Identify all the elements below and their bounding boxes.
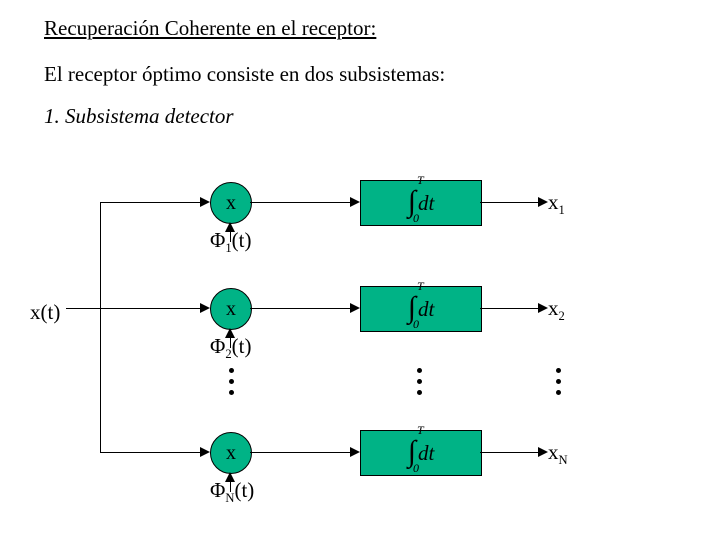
vdots-out bbox=[555, 368, 561, 395]
multiplier-1: x bbox=[210, 182, 252, 224]
line bbox=[100, 308, 200, 309]
mult-label: x bbox=[226, 192, 236, 215]
arrow-right bbox=[538, 303, 548, 313]
limit-T-1: T bbox=[417, 173, 424, 188]
line bbox=[100, 202, 101, 452]
line bbox=[250, 308, 350, 309]
sub-2: 2 bbox=[559, 309, 565, 323]
limit-T-n: T bbox=[417, 423, 424, 438]
input-label: x(t) bbox=[30, 300, 60, 325]
arrow-up bbox=[225, 222, 235, 232]
limit-0-2: 0 bbox=[413, 317, 419, 332]
int-dt-2: dt bbox=[418, 297, 434, 322]
phi2-sym: Φ bbox=[210, 334, 225, 358]
x-2: x bbox=[548, 296, 559, 320]
arrow-right bbox=[350, 197, 360, 207]
vdots-int bbox=[416, 368, 422, 395]
limit-0-n: 0 bbox=[413, 461, 419, 476]
integrator-2: T ∫ dt 0 bbox=[360, 286, 482, 332]
phin-sym: Φ bbox=[210, 478, 225, 502]
line bbox=[480, 452, 538, 453]
mult-label2: x bbox=[226, 298, 236, 321]
arrow-up bbox=[225, 328, 235, 338]
vdots-mult bbox=[228, 368, 234, 395]
output-1: x1 bbox=[548, 190, 565, 218]
arrow-right bbox=[350, 447, 360, 457]
multiplier-n: x bbox=[210, 432, 252, 474]
line bbox=[480, 202, 538, 203]
int-dt-n: dt bbox=[418, 441, 434, 466]
line bbox=[250, 452, 350, 453]
arrow-right bbox=[538, 447, 548, 457]
phi-n: ΦN(t) bbox=[210, 478, 254, 506]
line bbox=[66, 308, 100, 309]
intro-para: El receptor óptimo consiste en dos subsi… bbox=[44, 62, 445, 87]
arrow-right bbox=[538, 197, 548, 207]
int-dt-1: dt bbox=[418, 191, 434, 216]
arrow-right bbox=[200, 447, 210, 457]
phin-arg: (t) bbox=[234, 478, 254, 502]
title: Recuperación Coherente en el receptor: bbox=[44, 16, 376, 41]
sub-1: 1 bbox=[559, 203, 565, 217]
output-n: xN bbox=[548, 440, 568, 468]
limit-T-2: T bbox=[417, 279, 424, 294]
limit-0-1: 0 bbox=[413, 211, 419, 226]
arrow-up bbox=[225, 472, 235, 482]
output-2: x2 bbox=[548, 296, 565, 324]
sub-n: N bbox=[559, 453, 568, 467]
phi1-sym: Φ bbox=[210, 228, 225, 252]
line bbox=[250, 202, 350, 203]
arrow-right bbox=[200, 197, 210, 207]
arrow-right bbox=[350, 303, 360, 313]
line bbox=[480, 308, 538, 309]
x-1: x bbox=[548, 190, 559, 214]
integrator-1: T ∫ dt 0 bbox=[360, 180, 482, 226]
line bbox=[100, 202, 200, 203]
arrow-right bbox=[200, 303, 210, 313]
subheading: 1. Subsistema detector bbox=[44, 104, 234, 129]
multiplier-2: x bbox=[210, 288, 252, 330]
line bbox=[100, 452, 200, 453]
mult-labeln: x bbox=[226, 442, 236, 465]
x-n: x bbox=[548, 440, 559, 464]
integrator-n: T ∫ dt 0 bbox=[360, 430, 482, 476]
